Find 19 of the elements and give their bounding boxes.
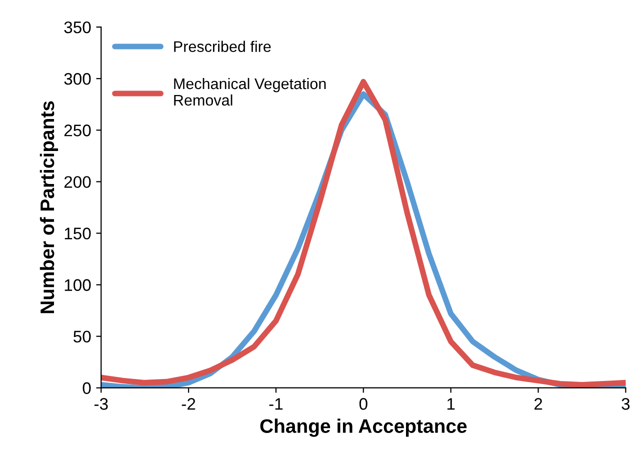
y-tick-label: 100 [64, 279, 91, 291]
y-tick-label: 250 [64, 124, 91, 136]
x-tick-label: -3 [94, 398, 108, 410]
x-tick-label: -1 [269, 398, 283, 410]
legend-label: Mechanical Vegetation Removal [174, 78, 326, 106]
y-tick-label: 50 [74, 330, 91, 343]
y-tick-label: 300 [64, 73, 91, 85]
x-tick-label: 2 [534, 398, 542, 410]
x-axis-title: Change in Acceptance [260, 418, 467, 437]
y-tick-label: 150 [64, 228, 91, 240]
x-tick-label: -2 [182, 398, 196, 410]
y-tick-label: 200 [64, 176, 91, 188]
x-tick-label: 3 [622, 398, 630, 410]
x-tick-label: 1 [447, 398, 455, 410]
y-axis-title: Number of Participants [40, 101, 58, 314]
y-tick-label: 350 [64, 21, 91, 34]
legend-label: Prescribed fire [174, 40, 271, 52]
y-tick-label: 0 [82, 382, 91, 394]
x-tick-label: 0 [359, 398, 368, 410]
